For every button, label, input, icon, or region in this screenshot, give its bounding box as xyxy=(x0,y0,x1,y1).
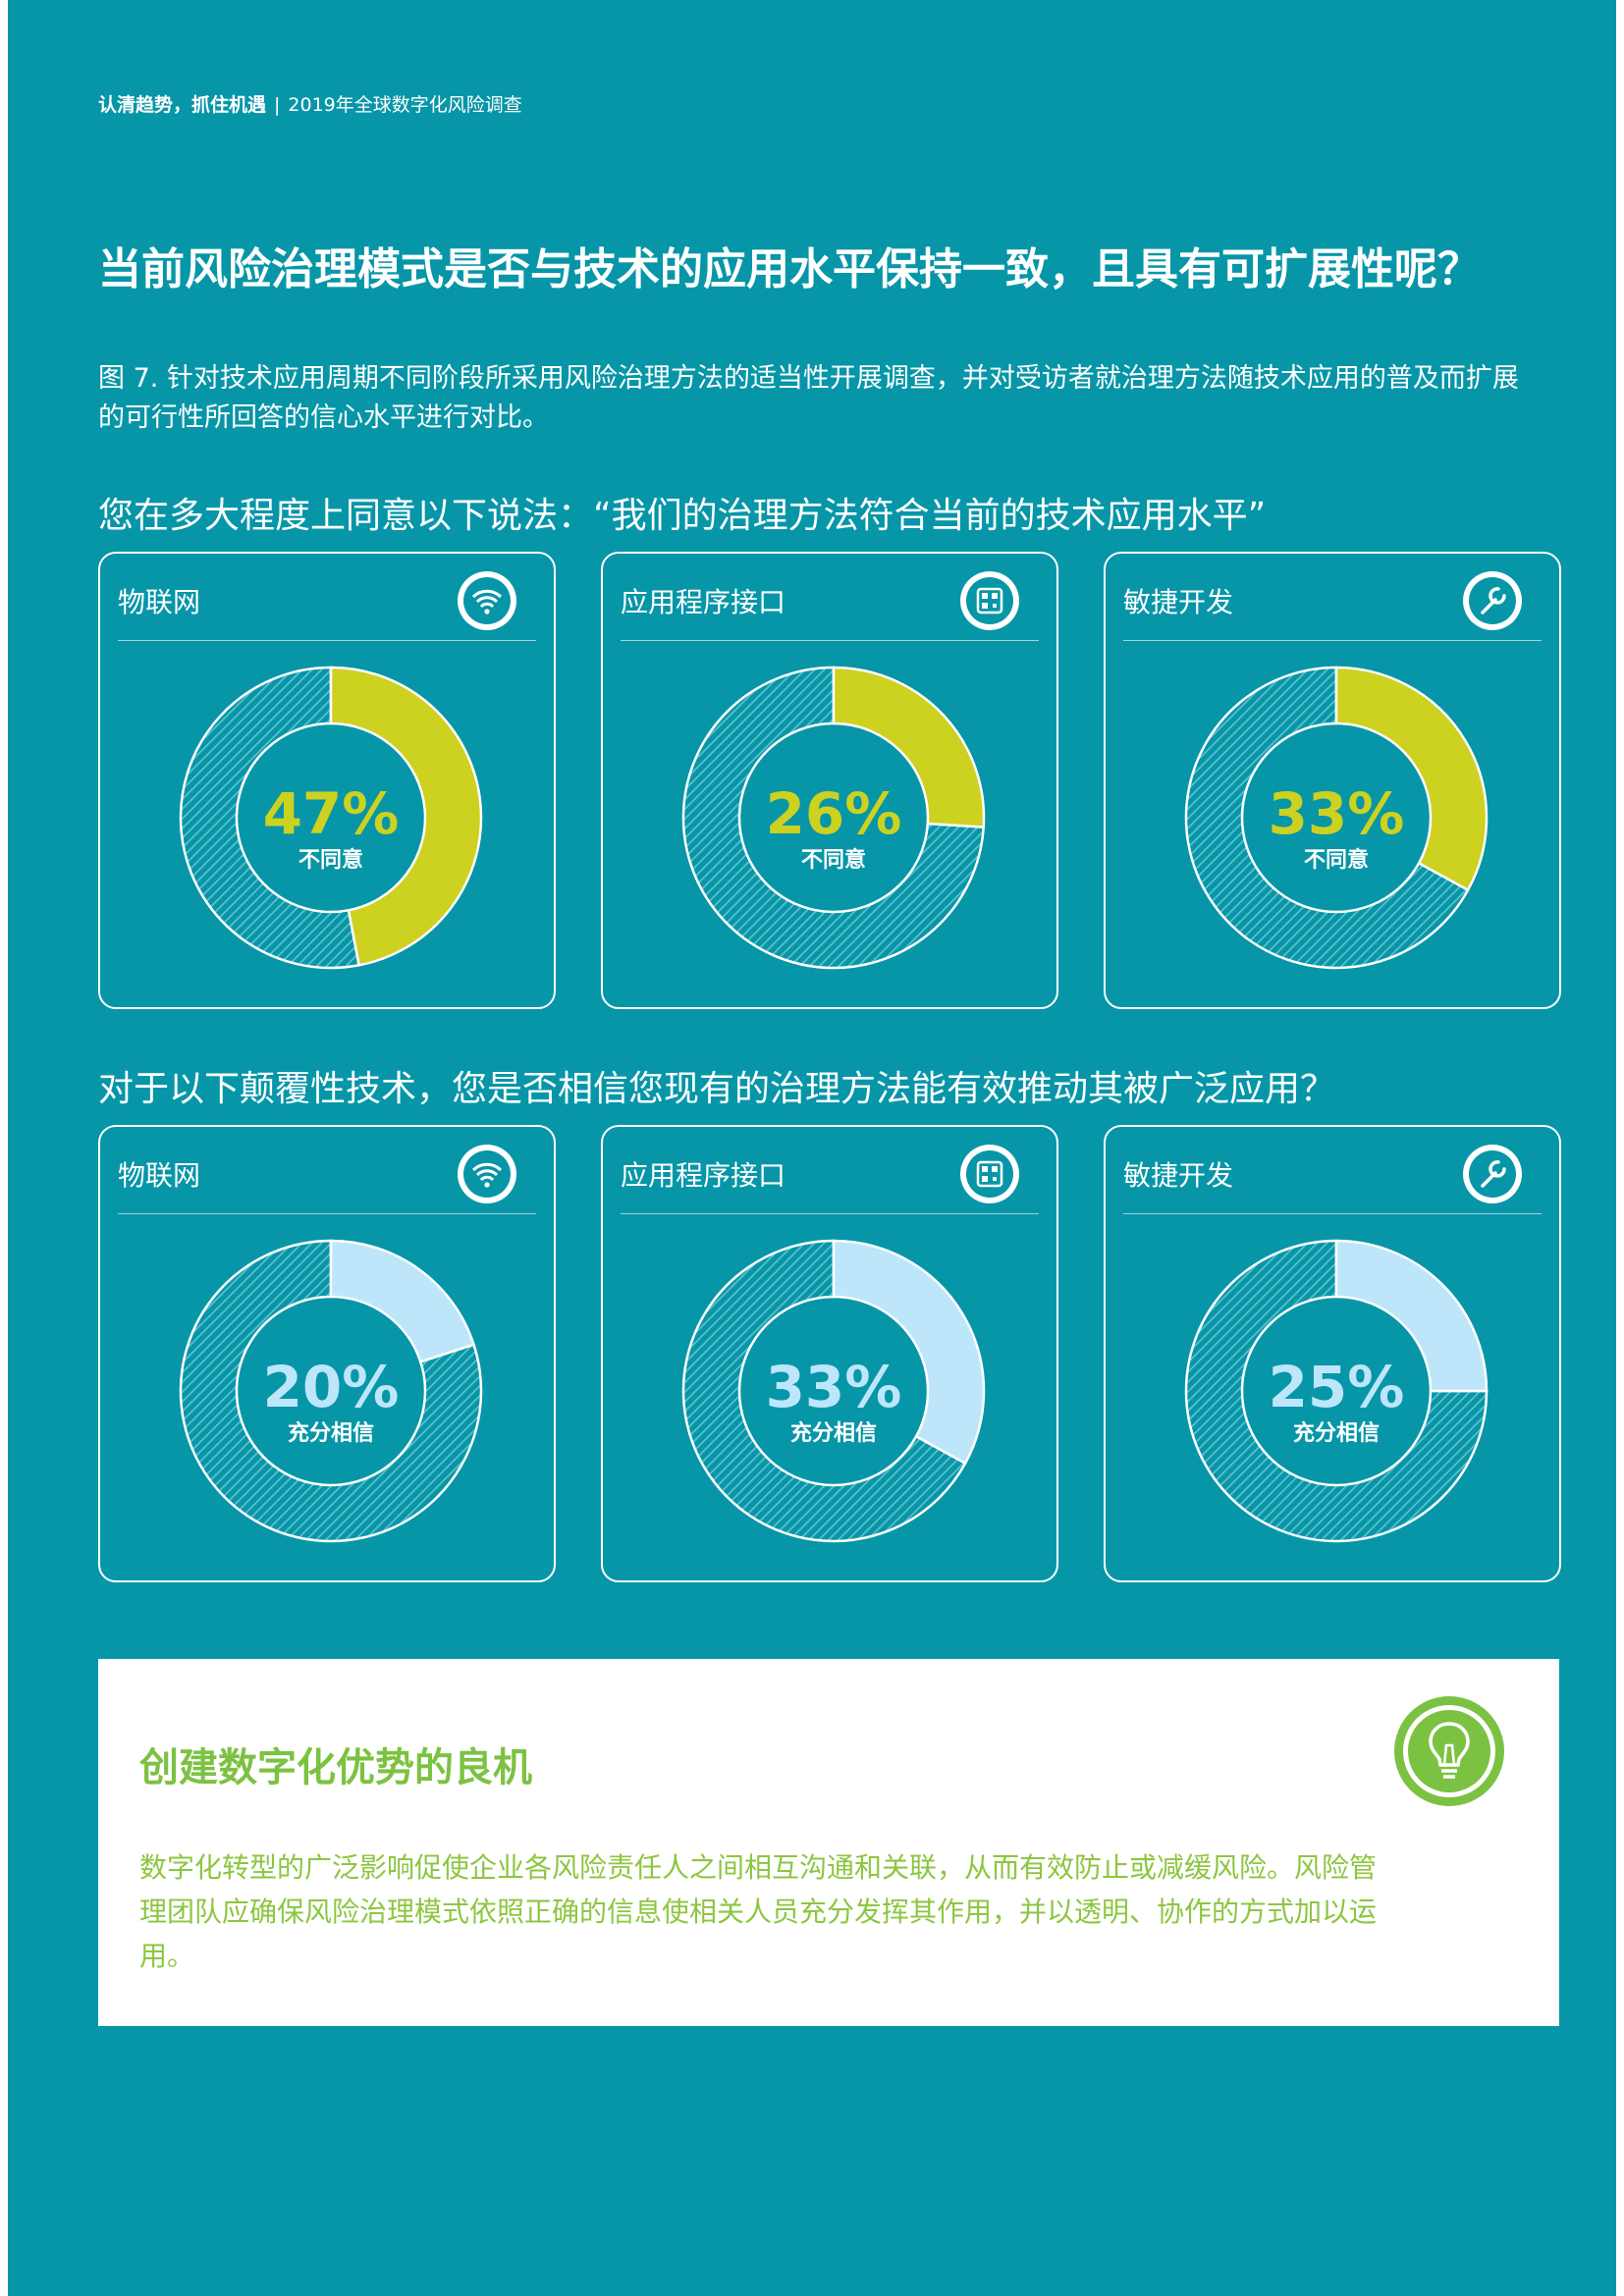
card-category-label: 应用程序接口 xyxy=(621,1159,786,1192)
donut-remainder-segment xyxy=(1184,1239,1489,1543)
running-head-text: 2019年全球数字化风险调查 xyxy=(288,94,522,116)
donut-remainder-segment xyxy=(179,1239,483,1543)
donut-remainder-segment xyxy=(1184,666,1470,970)
wifi-icon xyxy=(458,1145,516,1203)
donut-remainder-segment xyxy=(681,1239,967,1543)
card-divider xyxy=(118,640,536,641)
card-category-label: 物联网 xyxy=(118,1159,201,1192)
chart-card: 敏捷开发 33% 不同意 xyxy=(1104,552,1561,1009)
page: 认清趋势，抓住机遇 | 2019年全球数字化风险调查 当前风险治理模式是否与技术的应… xyxy=(8,0,1616,2296)
donut-sub-label: 充分相信 xyxy=(288,1420,374,1446)
donut-value-segment xyxy=(1334,1239,1489,1393)
donut-value-segment xyxy=(1334,666,1489,892)
running-head-separator: | xyxy=(274,94,281,116)
question-confidence: 对于以下颠覆性技术，您是否相信您现有的治理方法能有效推动其被广泛应用？ xyxy=(98,1069,1336,1109)
donut-percent-label: 47% xyxy=(263,780,400,847)
donut-chart: 26%不同意 xyxy=(681,666,986,970)
chart-card: 敏捷开发 25% 充分相信 xyxy=(1104,1125,1561,1582)
donut-remainder-segment xyxy=(681,666,986,970)
card-category-label: 物联网 xyxy=(118,586,201,618)
lightbulb-icon xyxy=(1394,1696,1504,1806)
card-category-label: 敏捷开发 xyxy=(1123,586,1234,618)
chart-card: 物联网 47% 不同意 xyxy=(98,552,556,1009)
figure-caption: 图 7. 针对技术应用周期不同阶段所采用风险治理方法的适当性开展调查，并对受访者… xyxy=(98,363,1519,433)
card-divider xyxy=(1123,640,1542,641)
donut-value-segment xyxy=(832,1239,986,1466)
donut-value-segment xyxy=(329,666,483,967)
wrench-icon xyxy=(1463,1145,1522,1203)
donut-chart: 33%充分相信 xyxy=(681,1239,986,1543)
question-agreement: 您在多大程度上同意以下说法：“我们的治理方法符合当前的技术应用水平” xyxy=(98,496,1267,536)
card-divider xyxy=(118,1213,536,1214)
chart-card: 应用程序接口 26% 不同意 xyxy=(601,552,1058,1009)
qr-code-icon xyxy=(960,1145,1019,1203)
donut-sub-label: 不同意 xyxy=(298,847,363,873)
qr-code-icon xyxy=(960,571,1019,630)
donut-chart: 47%不同意 xyxy=(179,666,483,970)
donut-sub-label: 不同意 xyxy=(801,847,866,873)
card-category-label: 应用程序接口 xyxy=(621,586,786,618)
chart-card: 物联网 20% 充分相信 xyxy=(98,1125,556,1582)
donut-chart: 25%充分相信 xyxy=(1184,1239,1489,1543)
donut-chart: 33%不同意 xyxy=(1184,666,1489,970)
card-category-label: 敏捷开发 xyxy=(1123,1159,1234,1192)
donut-chart: 20%充分相信 xyxy=(179,1239,483,1543)
page-title: 当前风险治理模式是否与技术的应用水平保持一致，且具有可扩展性呢？ xyxy=(98,244,1481,294)
card-divider xyxy=(621,1213,1039,1214)
running-head-bold: 认清趋势，抓住机遇 xyxy=(98,94,267,116)
callout-box: 创建数字化优势的良机 数字化转型的广泛影响促使企业各风险责任人之间相互沟通和关联… xyxy=(98,1659,1559,2026)
donut-sub-label: 充分相信 xyxy=(790,1420,877,1446)
donut-percent-label: 33% xyxy=(1269,780,1405,847)
donut-value-segment xyxy=(832,666,986,828)
running-head: 认清趋势，抓住机遇 | 2019年全球数字化风险调查 xyxy=(98,90,522,117)
wrench-icon xyxy=(1463,571,1522,630)
donut-value-segment xyxy=(329,1239,476,1363)
donut-percent-label: 33% xyxy=(766,1354,902,1420)
donut-sub-label: 不同意 xyxy=(1304,847,1369,873)
donut-sub-label: 充分相信 xyxy=(1293,1420,1380,1446)
donut-percent-label: 20% xyxy=(263,1354,400,1420)
donut-percent-label: 25% xyxy=(1269,1354,1405,1420)
card-divider xyxy=(621,640,1039,641)
wifi-icon xyxy=(458,571,516,630)
chart-card: 应用程序接口 33% 充分相信 xyxy=(601,1125,1058,1582)
donut-remainder-segment xyxy=(179,666,361,970)
card-divider xyxy=(1123,1213,1542,1214)
callout-text: 数字化转型的广泛影响促使企业各风险责任人之间相互沟通和关联，从而有效防止或减缓风… xyxy=(139,1851,1378,1972)
donut-percent-label: 26% xyxy=(766,780,902,847)
callout-title: 创建数字化优势的良机 xyxy=(139,1745,532,1790)
